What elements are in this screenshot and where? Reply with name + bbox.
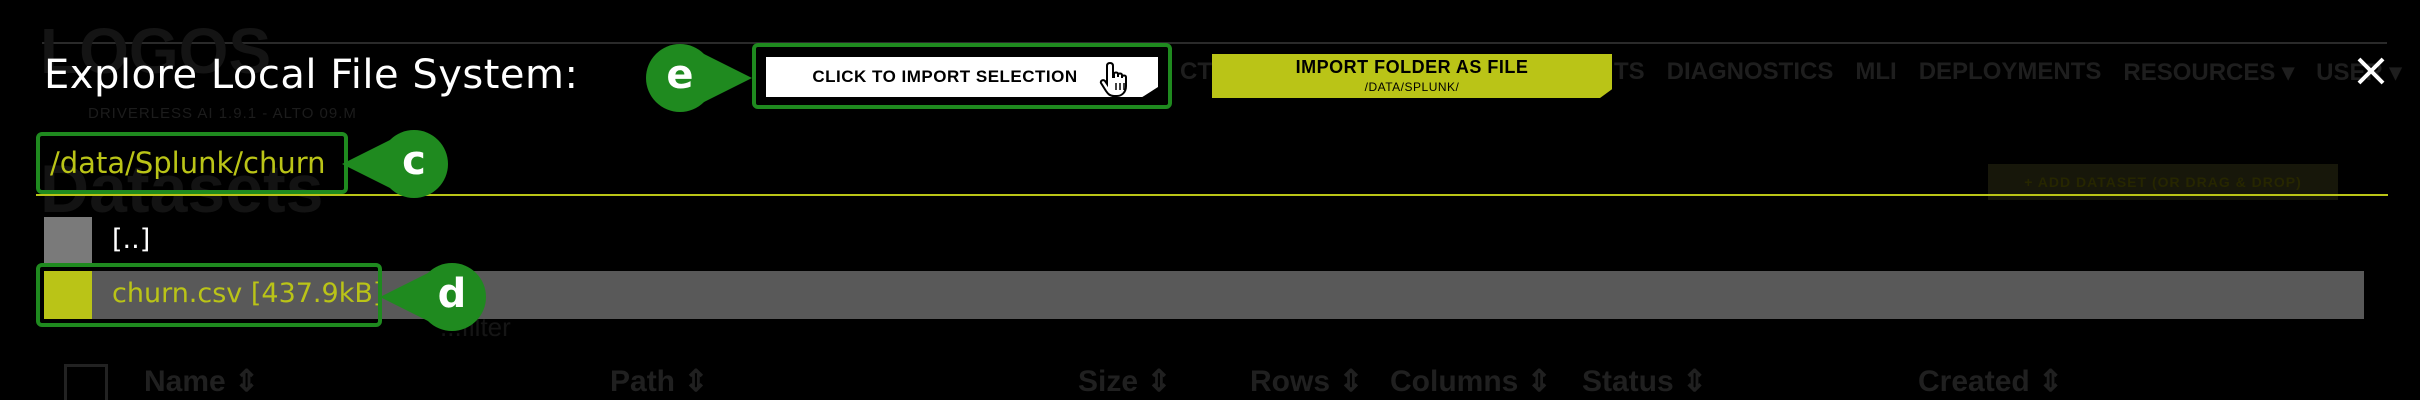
import-selection-highlight: CLICK TO IMPORT SELECTION <box>752 43 1172 109</box>
list-item-parent-directory[interactable]: [..] <box>44 217 2364 265</box>
background-column-header: Name ⇕ <box>144 365 260 398</box>
import-selection-label: CLICK TO IMPORT SELECTION <box>812 67 1078 86</box>
file-icon <box>44 271 92 319</box>
background-select-all-checkbox <box>64 364 108 400</box>
background-column-header: Created ⇕ <box>1918 365 2064 398</box>
callout-e: e <box>640 44 752 112</box>
background-nav-item: MLI <box>1855 58 1897 85</box>
background-logo: LOGOS <box>40 15 272 87</box>
background-nav-item: RESOURCES ▾ <box>2123 59 2295 86</box>
current-path-highlight: /data/Splunk/churn <box>36 132 348 194</box>
import-folder-label: IMPORT FOLDER AS FILE <box>1295 57 1529 77</box>
path-divider <box>36 194 2388 196</box>
background-subtitle: DRIVERLESS AI 1.9.1 - ALTO 09.M <box>88 105 357 122</box>
callout-letter: e <box>666 52 694 98</box>
callout-d: d <box>380 263 492 331</box>
background-column-header: Rows ⇕ <box>1250 365 1364 398</box>
list-item-label: churn.csv [437.9kB] <box>112 278 384 309</box>
current-path-input[interactable]: /data/Splunk/churn <box>50 146 326 180</box>
import-folder-path: /DATA/SPLUNK/ <box>1364 80 1460 94</box>
background-nav-item: DIAGNOSTICS <box>1666 58 1834 85</box>
background-column-header: Size ⇕ <box>1078 365 1172 398</box>
background-header-rule <box>42 42 2387 44</box>
background-page-title: Datasets <box>40 151 324 227</box>
background-nav-item: TS <box>1614 58 1645 85</box>
background-nav-item: CT <box>1180 58 1212 85</box>
callout-c: c <box>342 130 454 198</box>
import-folder-button[interactable]: IMPORT FOLDER AS FILE /DATA/SPLUNK/ <box>1212 54 1612 98</box>
background-column-header: Status ⇕ <box>1582 365 1708 398</box>
background-table-header: Name ⇕ Path ⇕ Size ⇕ Rows ⇕ Columns ⇕ St… <box>0 356 2420 400</box>
import-selection-button[interactable]: CLICK TO IMPORT SELECTION <box>766 57 1158 97</box>
modal-title: Explore Local File System: <box>44 52 579 98</box>
hand-pointer-icon <box>1099 61 1127 97</box>
folder-icon <box>44 217 92 265</box>
list-item-label: [..] <box>112 224 151 255</box>
background-column-header: Path ⇕ <box>610 365 709 398</box>
callout-letter: c <box>402 138 426 184</box>
selected-file-highlight <box>36 263 382 327</box>
background-column-header: Columns ⇕ <box>1390 365 1552 398</box>
callout-letter: d <box>437 271 467 317</box>
close-icon[interactable] <box>2352 52 2390 90</box>
background-nav-item: DEPLOYMENTS <box>1918 58 2102 85</box>
